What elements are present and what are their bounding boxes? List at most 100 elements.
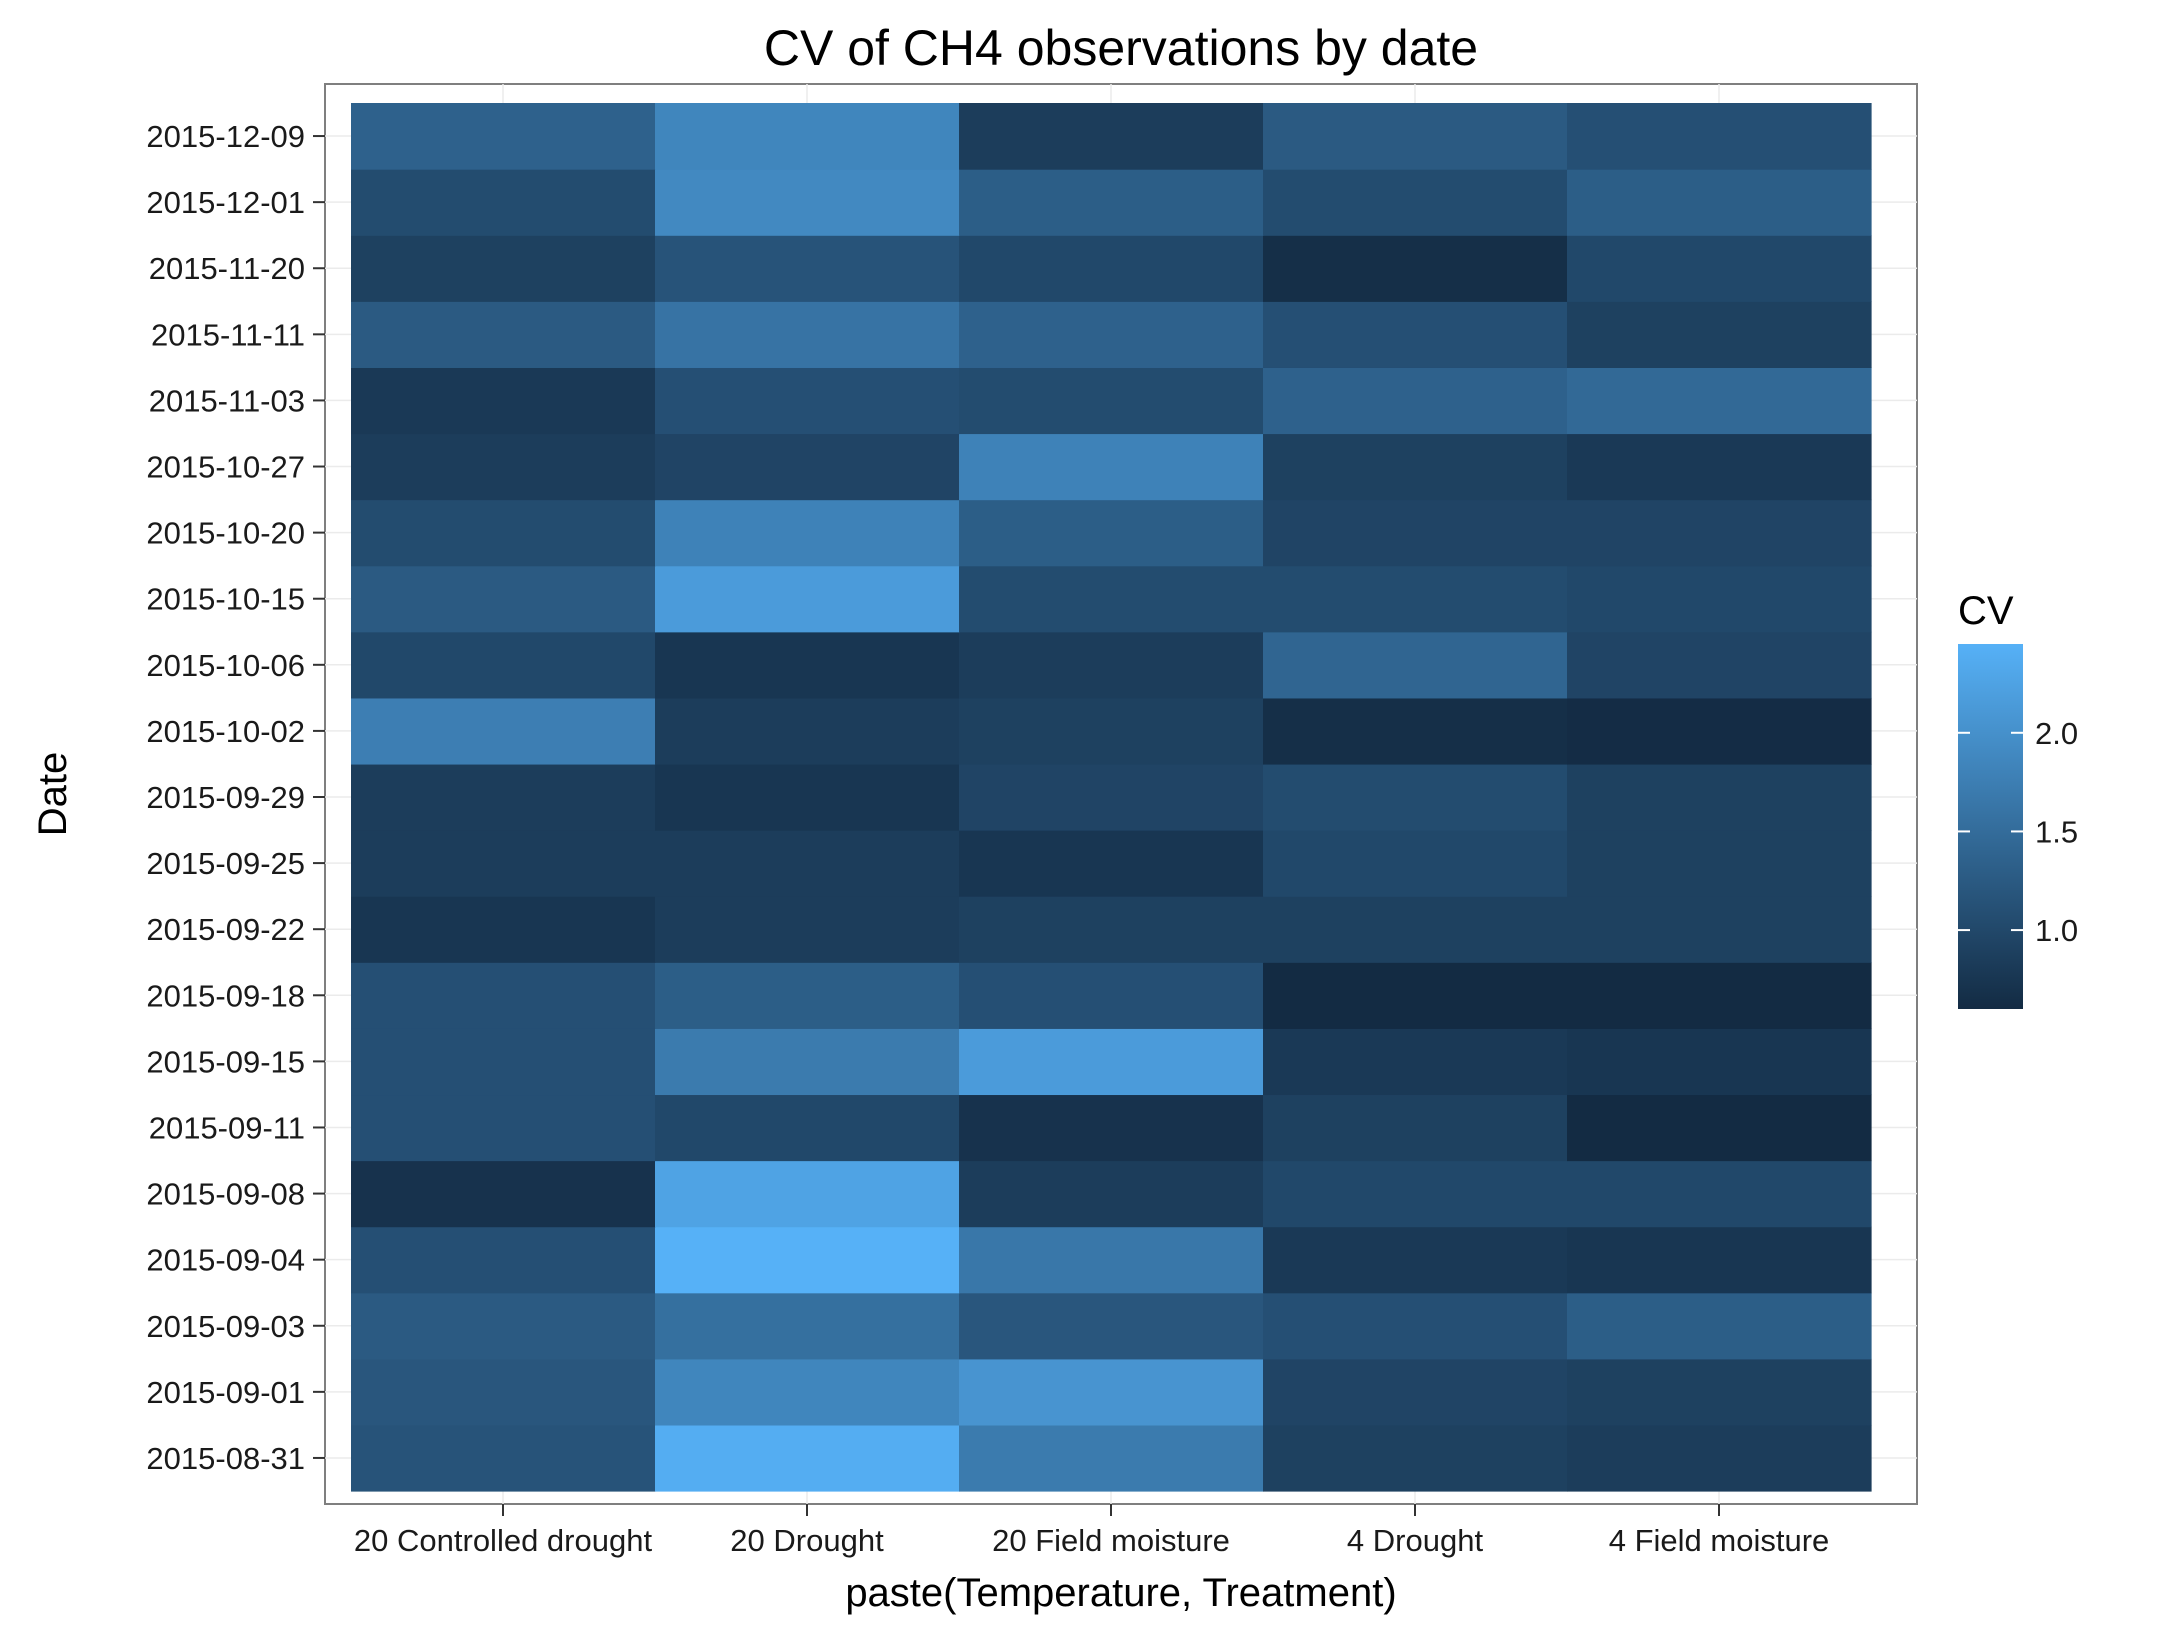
heatmap-cell [655, 1226, 960, 1294]
heatmap-cell [1263, 1292, 1568, 1360]
chart-title: CV of CH4 observations by date [764, 20, 1478, 76]
heatmap-cell [655, 830, 960, 897]
y-tick-label: 2015-09-15 [146, 1044, 305, 1079]
heatmap-cell [1263, 1424, 1568, 1492]
heatmap-cell [959, 367, 1264, 435]
heatmap-cell [655, 565, 960, 633]
heatmap-cell [655, 763, 960, 831]
heatmap-cell [1567, 1358, 1872, 1426]
y-axis-title: Date [31, 752, 75, 837]
heatmap-cell [351, 565, 656, 633]
heatmap-cell [655, 433, 960, 501]
y-tick-label: 2015-09-25 [146, 846, 305, 881]
y-tick-label: 2015-10-27 [146, 450, 305, 485]
plot-panel: 20 Controlled drought 20 Drought 20 Field … [146, 83, 1918, 1558]
y-tick-label: 2015-12-01 [146, 185, 305, 220]
heatmap-cell [1263, 697, 1568, 765]
heatmap-cell [655, 1160, 960, 1228]
heatmap-cell [1567, 962, 1872, 1029]
heatmap-cell [351, 1094, 656, 1162]
heatmap-cell [959, 631, 1264, 699]
y-tick-label: 2015-09-01 [146, 1375, 305, 1410]
heatmap-cell [1567, 367, 1872, 435]
heatmap-cell [959, 499, 1264, 567]
colorbar-title: CV [1958, 589, 2014, 633]
heatmap-cell [1263, 1094, 1568, 1162]
x-axis-title: paste(Temperature, Treatment) [845, 1571, 1396, 1615]
heatmap-cell [1263, 763, 1568, 831]
heatmap-cell [1567, 830, 1872, 897]
heatmap-cell [351, 367, 656, 435]
heatmap-cell [351, 697, 656, 765]
heatmap-cell [1263, 830, 1568, 897]
heatmap-cell [959, 1226, 1264, 1294]
colorbar-tick-label: 2.0 [2035, 716, 2078, 751]
heatmap-cell [351, 499, 656, 567]
y-tick-label: 2015-10-06 [146, 648, 305, 683]
heatmap-cell [351, 169, 656, 236]
heatmap-cell [959, 1358, 1264, 1426]
heatmap-cell [1263, 103, 1568, 170]
heatmap-cell [959, 433, 1264, 501]
heatmap-cell [351, 103, 656, 170]
heatmap-cell [959, 962, 1264, 1029]
heatmap-cell [655, 1358, 960, 1426]
heatmap-cell [959, 169, 1264, 236]
colorbar-tick-label: 1.0 [2035, 913, 2078, 948]
heatmap-cell [351, 301, 656, 368]
heatmap-cell [1263, 1028, 1568, 1096]
y-tick-label: 2015-12-09 [146, 119, 305, 154]
heatmap-cell [655, 235, 960, 302]
heatmap-cell [1263, 896, 1568, 963]
heatmap-cell [1567, 499, 1872, 567]
y-tick-label: 2015-09-29 [146, 780, 305, 815]
heatmap-cell [1567, 896, 1872, 963]
colorbar-legend: CV 1.0 1.5 2.0 [1958, 589, 2078, 1009]
heatmap-cell [351, 896, 656, 963]
x-axis-ticks: 20 Controlled drought 20 Drought 20 Field … [354, 1504, 1829, 1558]
heatmap-cell [655, 301, 960, 368]
heatmap-cell [959, 896, 1264, 963]
heatmap-cell [1567, 103, 1872, 170]
heatmap-cell [1263, 565, 1568, 633]
y-tick-label: 2015-09-03 [146, 1309, 305, 1344]
heatmap-cell [1263, 433, 1568, 501]
heatmap-cell [1263, 169, 1568, 236]
heatmap-cell [1263, 301, 1568, 368]
heatmap-cell [351, 631, 656, 699]
heatmap-cell [351, 1160, 656, 1228]
heatmap-cell [959, 830, 1264, 897]
y-tick-label: 2015-09-04 [146, 1243, 305, 1278]
heatmap-cell [351, 1292, 656, 1360]
heatmap-cell [1567, 1160, 1872, 1228]
heatmap-cell [959, 301, 1264, 368]
heatmap-cell [1567, 301, 1872, 368]
heatmap-cell [1567, 1028, 1872, 1096]
heatmap-cell [655, 631, 960, 699]
y-tick-label: 2015-11-03 [149, 383, 305, 418]
y-tick-label: 2015-09-22 [146, 912, 305, 947]
y-tick-label: 2015-08-31 [146, 1441, 305, 1476]
heatmap-cell [655, 1292, 960, 1360]
heatmap-cell [1567, 1094, 1872, 1162]
heatmap-cell [351, 1358, 656, 1426]
heatmap-cell [1567, 697, 1872, 765]
heatmap-cell [351, 235, 656, 302]
y-tick-label: 2015-10-20 [146, 516, 305, 551]
heatmap-cell [351, 763, 656, 831]
y-tick-label: 2015-09-08 [146, 1177, 305, 1212]
heatmap-cell [655, 1424, 960, 1492]
x-tick-label: 20 Controlled drought [354, 1523, 653, 1558]
heatmap-cell [1567, 169, 1872, 236]
heatmap-cell [1263, 631, 1568, 699]
colorbar-ticks: 1.0 1.5 2.0 [1958, 716, 2078, 948]
heatmap-cell [351, 1424, 656, 1492]
y-tick-label: 2015-10-15 [146, 582, 305, 617]
heatmap-cell [351, 433, 656, 501]
heatmap-cell [351, 1226, 656, 1294]
heatmap-cell [959, 1292, 1264, 1360]
heatmap-cell [1567, 235, 1872, 302]
heatmap-cell [1263, 1226, 1568, 1294]
y-tick-label: 2015-10-02 [146, 714, 305, 749]
